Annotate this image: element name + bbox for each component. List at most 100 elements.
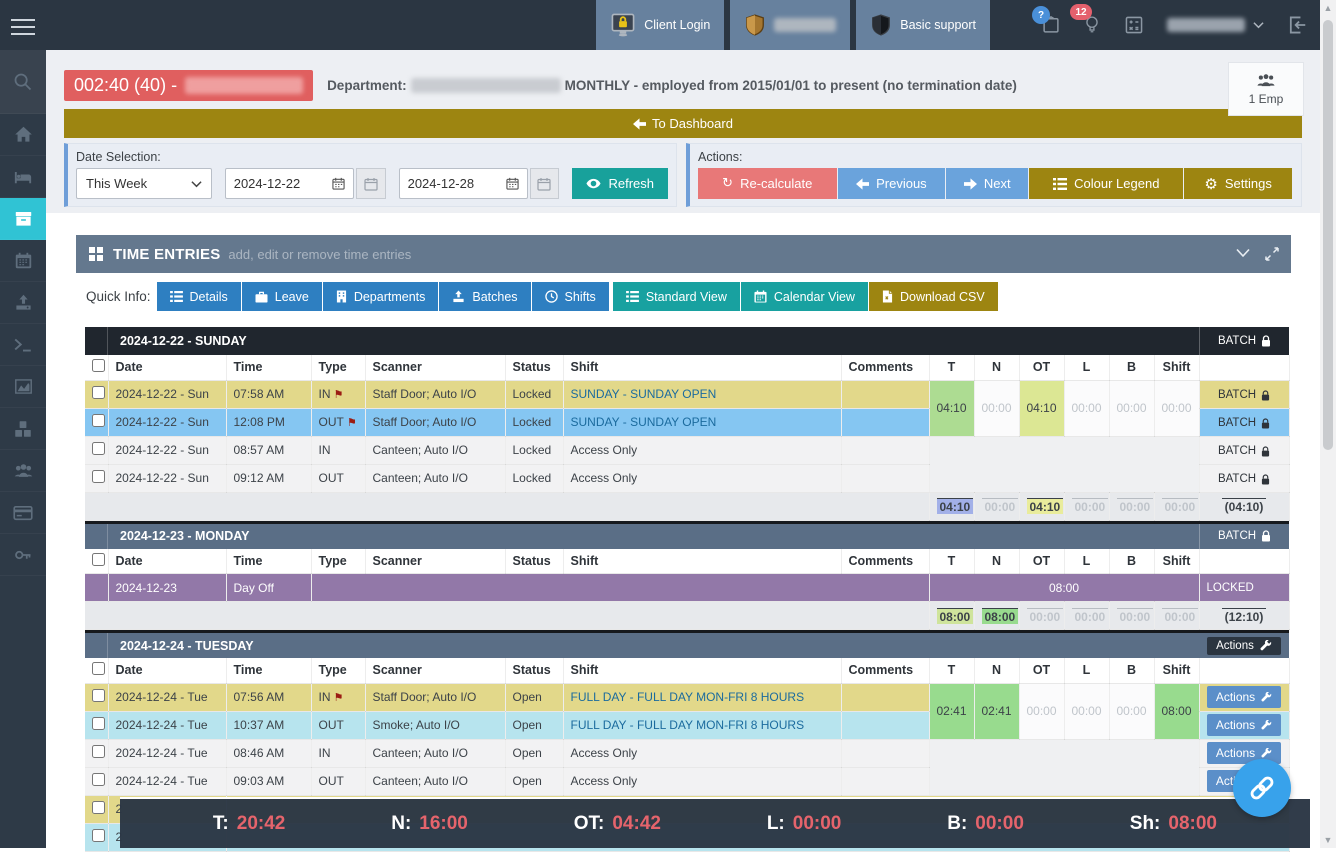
calculator-icon[interactable] xyxy=(1123,14,1145,36)
day-header-sunday: 2024-12-22 - SUNDAY BATCH xyxy=(85,327,1289,355)
time-entries-header: TIME ENTRIES add, edit or remove time en… xyxy=(76,235,1291,273)
sidebar-item-search[interactable] xyxy=(0,50,46,114)
standard-view-button[interactable]: Standard View xyxy=(613,282,740,311)
sidebar-item-calendar[interactable] xyxy=(0,240,46,282)
select-all-checkbox[interactable] xyxy=(92,553,105,566)
shift-link[interactable]: FULL DAY - FULL DAY MON-FRI 8 HOURS xyxy=(563,711,841,739)
floating-link-button[interactable] xyxy=(1233,759,1291,817)
grid-icon xyxy=(88,246,104,262)
arrow-left-icon xyxy=(856,178,869,190)
row-checkbox[interactable] xyxy=(92,414,105,427)
download-csv-button[interactable]: Download CSV xyxy=(869,282,998,311)
row-checkbox[interactable] xyxy=(92,442,105,455)
batches-button[interactable]: Batches xyxy=(439,282,530,311)
chart-icon xyxy=(14,377,33,396)
day-batch-button[interactable]: BATCH xyxy=(1199,327,1289,355)
sidebar-item-home[interactable] xyxy=(0,114,46,156)
settings-button[interactable]: ⚙ Settings xyxy=(1184,168,1292,199)
batch-button[interactable]: BATCH xyxy=(1199,464,1289,492)
select-all-checkbox[interactable] xyxy=(92,662,105,675)
collapse-panel-icon[interactable] xyxy=(1235,247,1251,261)
day-batch-button[interactable]: BATCH xyxy=(1199,524,1289,549)
sidebar-item-clockings[interactable] xyxy=(0,156,46,198)
select-all-checkbox[interactable] xyxy=(92,359,105,372)
employee-info-row: 002:40 (40) - Department: MONTHLY - empl… xyxy=(64,70,1302,101)
previous-button[interactable]: Previous xyxy=(838,168,946,199)
row-checkbox[interactable] xyxy=(92,689,105,702)
shift-link[interactable]: SUNDAY - SUNDAY OPEN xyxy=(563,408,841,436)
navbar-icon-group: ? 12 xyxy=(1041,0,1308,50)
redacted-employee-name xyxy=(185,77,303,94)
row-checkbox[interactable] xyxy=(92,470,105,483)
details-button[interactable]: Details xyxy=(157,282,241,311)
list-icon xyxy=(170,291,183,302)
row-checkbox[interactable] xyxy=(92,717,105,730)
refresh-button[interactable]: Refresh xyxy=(572,168,668,199)
departments-button[interactable]: Departments xyxy=(323,282,439,311)
date-selection-label: Date Selection: xyxy=(76,150,668,164)
notifications-lightbulb-icon[interactable]: 12 xyxy=(1083,13,1101,37)
calendar-small-icon xyxy=(506,177,519,190)
to-dashboard-button[interactable]: To Dashboard xyxy=(64,109,1302,138)
navbar-tabs: Client Login Basic support xyxy=(590,0,990,50)
leave-button[interactable]: Leave xyxy=(242,282,322,311)
sidebar-item-terminal[interactable] xyxy=(0,324,46,366)
batch-button[interactable]: BATCH xyxy=(1199,380,1289,408)
client-login-tab[interactable]: Client Login xyxy=(596,0,724,50)
scroll-down-arrow[interactable]: ▼ xyxy=(1324,832,1333,848)
subtotal-row: 08:00 08:00 00:00 00:00 00:00 00:00 (12:… xyxy=(85,602,1289,630)
row-checkbox[interactable] xyxy=(92,745,105,758)
arrow-left-icon xyxy=(633,118,646,130)
select-caret-icon xyxy=(191,180,202,188)
next-button[interactable]: Next xyxy=(946,168,1028,199)
briefcase-icon xyxy=(255,291,268,303)
row-actions-button[interactable]: Actions xyxy=(1207,686,1281,708)
sidebar-item-access-keys[interactable] xyxy=(0,534,46,576)
date-from-input[interactable]: 2024-12-22 xyxy=(225,168,354,199)
date-to-input[interactable]: 2024-12-28 xyxy=(399,168,528,199)
date-to-calendar-button[interactable] xyxy=(530,168,560,199)
shifts-button[interactable]: Shifts xyxy=(532,282,609,311)
support-level-tab[interactable]: Basic support xyxy=(856,0,990,50)
scroll-up-arrow[interactable]: ▲ xyxy=(1324,0,1333,16)
quick-info-row: Quick Info: Details Leave Departments Ba… xyxy=(76,273,1291,320)
date-from-calendar-button[interactable] xyxy=(356,168,386,199)
sidebar-item-reports[interactable] xyxy=(0,366,46,408)
logout-icon[interactable] xyxy=(1286,13,1308,37)
date-range-select[interactable]: This Week xyxy=(76,168,212,199)
row-checkbox[interactable] xyxy=(92,801,105,814)
calendar-icon xyxy=(364,177,378,191)
scrollbar-thumb[interactable] xyxy=(1323,20,1333,450)
expand-panel-icon[interactable] xyxy=(1265,247,1279,261)
row-checkbox[interactable] xyxy=(92,386,105,399)
hamburger-menu-icon[interactable] xyxy=(11,14,35,40)
sidebar-item-batches[interactable] xyxy=(0,408,46,450)
user-menu[interactable] xyxy=(1167,18,1264,32)
calendar-view-button[interactable]: Calendar View xyxy=(741,282,868,311)
sidebar-item-employees[interactable] xyxy=(0,450,46,492)
day-off-row: 2024-12-23 Day Off 08:00 LOCKED xyxy=(85,574,1289,602)
shift-link[interactable]: FULL DAY - FULL DAY MON-FRI 8 HOURS xyxy=(563,683,841,711)
home-icon xyxy=(14,125,33,144)
colour-legend-button[interactable]: Colour Legend xyxy=(1029,168,1183,199)
sidebar-item-upload[interactable] xyxy=(0,282,46,324)
sidebar-item-time-entries[interactable] xyxy=(0,198,46,240)
shift-link[interactable]: SUNDAY - SUNDAY OPEN xyxy=(563,380,841,408)
user-role-tab[interactable] xyxy=(730,0,850,50)
time-entries-panel: TIME ENTRIES add, edit or remove time en… xyxy=(76,235,1291,852)
row-actions-button[interactable]: Actions xyxy=(1207,714,1281,736)
batch-button[interactable]: BATCH xyxy=(1199,408,1289,436)
recalculate-button[interactable]: ↻ Re-calculate xyxy=(698,168,837,199)
wrench-icon xyxy=(1261,748,1272,759)
sidebar-item-payments[interactable] xyxy=(0,492,46,534)
employee-count-card[interactable]: 1 Emp xyxy=(1228,62,1304,116)
help-clipboard-icon[interactable]: ? xyxy=(1041,14,1061,36)
row-checkbox[interactable] xyxy=(92,829,105,842)
row-checkbox[interactable] xyxy=(92,773,105,786)
employee-count-label: 1 Emp xyxy=(1249,92,1284,106)
batch-button[interactable]: BATCH xyxy=(1199,436,1289,464)
upload-icon xyxy=(14,293,33,312)
day-actions-button[interactable]: Actions xyxy=(1207,637,1281,655)
wrench-icon xyxy=(1260,640,1272,652)
